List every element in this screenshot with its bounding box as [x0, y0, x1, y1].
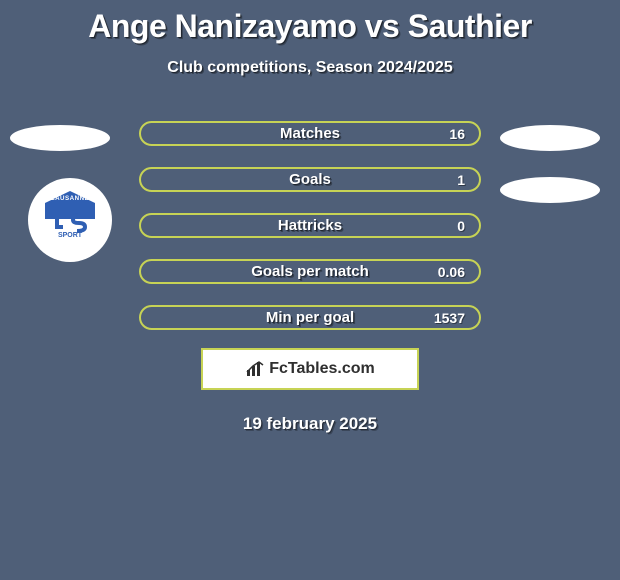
club-badge: SPORT LAUSANNE: [28, 178, 112, 262]
stat-row-hattricks: Hattricks 0: [139, 213, 481, 238]
stat-label: Hattricks: [278, 217, 342, 234]
stat-right-value: 0.06: [438, 264, 465, 280]
right-player-ellipse-1: [500, 125, 600, 151]
stat-row-matches: Matches 16: [139, 121, 481, 146]
bar-chart-icon: [245, 360, 267, 378]
stat-row-min-per-goal: Min per goal 1537: [139, 305, 481, 330]
stat-label: Goals: [289, 171, 331, 188]
page-subtitle: Club competitions, Season 2024/2025: [0, 59, 620, 77]
stat-right-value: 1: [457, 172, 465, 188]
snapshot-date: 19 february 2025: [0, 414, 620, 434]
svg-text:SPORT: SPORT: [58, 232, 83, 239]
comparison-infographic: Ange Nanizayamo vs Sauthier Club competi…: [0, 0, 620, 580]
stat-right-value: 16: [449, 126, 465, 142]
stat-label: Goals per match: [251, 263, 369, 280]
stat-row-goals: Goals 1: [139, 167, 481, 192]
stat-right-value: 1537: [434, 310, 465, 326]
stat-row-goals-per-match: Goals per match 0.06: [139, 259, 481, 284]
right-player-ellipse-2: [500, 177, 600, 203]
stat-right-value: 0: [457, 218, 465, 234]
badge-top-text: LAUSANNE: [35, 195, 105, 202]
stat-label: Min per goal: [266, 309, 354, 326]
stat-label: Matches: [280, 125, 340, 142]
attribution-text: FcTables.com: [269, 360, 375, 378]
attribution-box: FcTables.com: [201, 348, 419, 390]
club-badge-inner: SPORT LAUSANNE: [35, 185, 105, 255]
page-title: Ange Nanizayamo vs Sauthier: [0, 0, 620, 45]
left-player-ellipse: [10, 125, 110, 151]
